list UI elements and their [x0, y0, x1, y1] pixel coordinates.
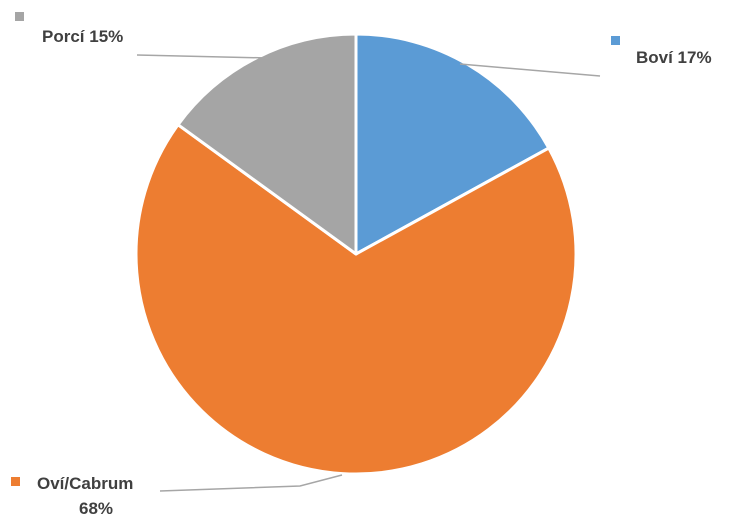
- legend-key-porci: [15, 12, 24, 21]
- data-label-ovi-cabrum-text: Oví/Cabrum: [37, 474, 133, 493]
- pie-slices: [134, 32, 578, 476]
- legend-key-bovi: [611, 36, 620, 45]
- leader-line-bovi: [459, 63, 601, 77]
- data-label-bovi-text: Boví 17%: [636, 48, 712, 67]
- data-label-bovi: Boví 17%: [459, 36, 712, 77]
- legend-key-ovi-cabrum: [11, 477, 20, 486]
- data-label-porci-text: Porcí 15%: [42, 27, 123, 46]
- leader-line-porci: [136, 54, 269, 59]
- data-label-porci: Porcí 15%: [15, 12, 269, 59]
- leader-line-ovi-cabrum: [159, 474, 343, 492]
- data-label-ovi-cabrum: Oví/Cabrum 68%: [11, 474, 343, 518]
- pie-slice-ovi-cabrum: [134, 123, 578, 476]
- data-label-ovi-cabrum-percent: 68%: [79, 499, 113, 518]
